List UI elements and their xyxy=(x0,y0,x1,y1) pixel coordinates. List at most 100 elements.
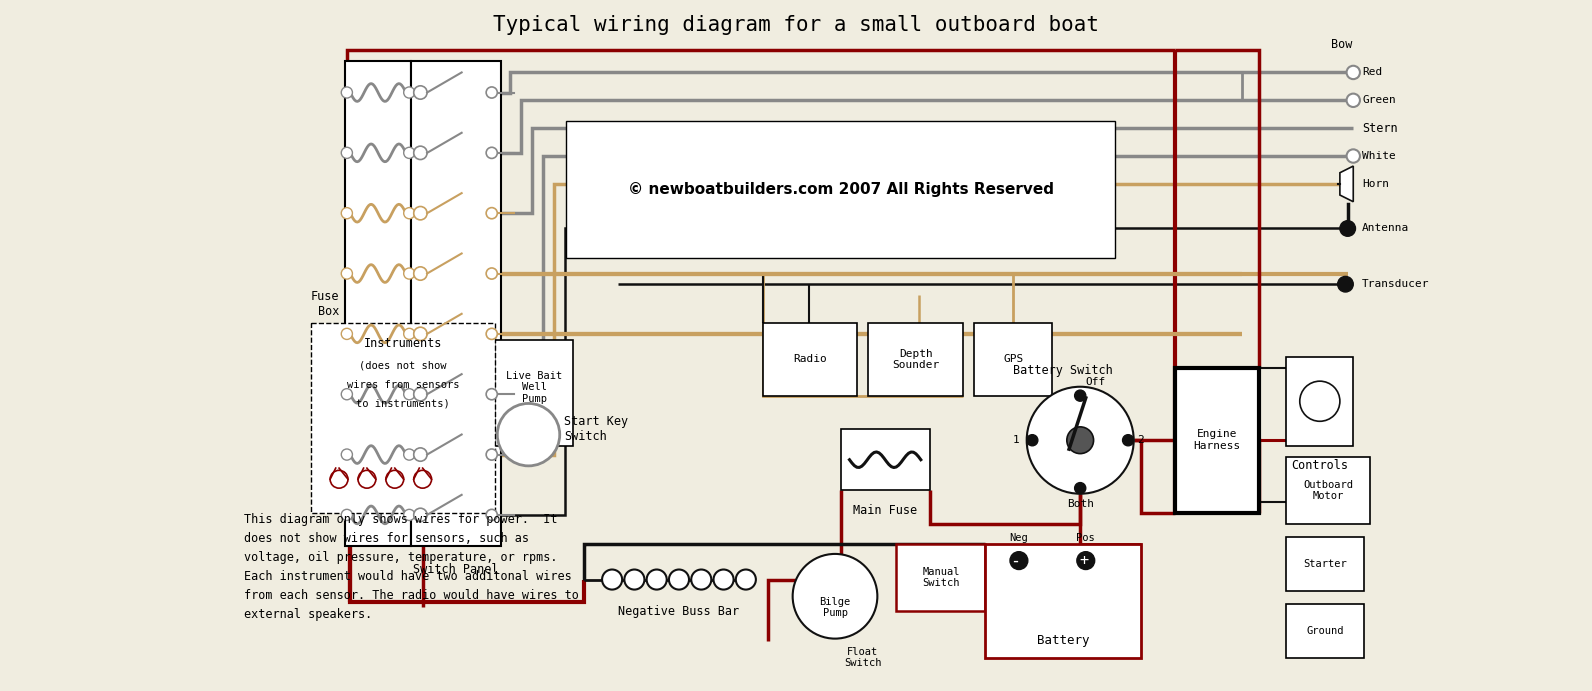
Circle shape xyxy=(1347,66,1360,79)
Circle shape xyxy=(341,328,352,339)
Circle shape xyxy=(1009,551,1028,569)
Text: Battery: Battery xyxy=(1038,634,1091,647)
Circle shape xyxy=(414,471,431,488)
Circle shape xyxy=(1027,435,1038,446)
Bar xyxy=(896,544,985,611)
Circle shape xyxy=(414,146,427,160)
Text: Radio: Radio xyxy=(793,354,826,364)
Circle shape xyxy=(486,87,497,98)
Bar xyxy=(310,323,495,513)
Circle shape xyxy=(414,328,427,341)
Circle shape xyxy=(486,388,497,400)
Circle shape xyxy=(341,449,352,460)
Polygon shape xyxy=(1340,166,1353,202)
Text: This diagram only shows wires for power.  It
does not show wires for sensors, su: This diagram only shows wires for power.… xyxy=(244,513,579,621)
Circle shape xyxy=(414,508,427,522)
Text: 2: 2 xyxy=(1137,435,1143,445)
Text: Float
Switch: Float Switch xyxy=(844,647,882,668)
Circle shape xyxy=(341,268,352,279)
Circle shape xyxy=(404,268,416,279)
Circle shape xyxy=(646,569,667,589)
Text: Battery Switch: Battery Switch xyxy=(1014,363,1113,377)
Circle shape xyxy=(1076,551,1095,569)
Text: Instruments: Instruments xyxy=(365,337,443,350)
Circle shape xyxy=(669,569,689,589)
Bar xyxy=(411,61,500,546)
Text: 1: 1 xyxy=(1013,435,1019,445)
Circle shape xyxy=(1122,435,1134,446)
Bar xyxy=(985,544,1141,658)
Text: Fuse
Box: Fuse Box xyxy=(310,290,339,318)
Circle shape xyxy=(1027,387,1134,494)
Text: © newboatbuilders.com 2007 All Rights Reserved: © newboatbuilders.com 2007 All Rights Re… xyxy=(627,182,1054,197)
Text: Bow: Bow xyxy=(1331,38,1352,51)
Circle shape xyxy=(404,449,416,460)
Circle shape xyxy=(358,471,376,488)
Circle shape xyxy=(341,388,352,400)
Circle shape xyxy=(404,388,416,400)
Circle shape xyxy=(793,554,877,638)
Circle shape xyxy=(330,471,349,488)
Text: Bilge
Pump: Bilge Pump xyxy=(820,596,850,618)
Circle shape xyxy=(404,328,416,339)
Bar xyxy=(869,323,963,396)
Text: Live Bait
Well
Pump: Live Bait Well Pump xyxy=(506,370,562,404)
Circle shape xyxy=(486,328,497,339)
Bar xyxy=(1175,368,1259,513)
Bar xyxy=(1286,457,1371,524)
Bar xyxy=(1286,604,1364,658)
Text: wires from sensors: wires from sensors xyxy=(347,379,460,390)
Text: Negative Buss Bar: Negative Buss Bar xyxy=(618,605,740,618)
Circle shape xyxy=(1067,427,1094,453)
Circle shape xyxy=(404,207,416,219)
Text: Both: Both xyxy=(1067,499,1094,509)
Text: Manual
Switch: Manual Switch xyxy=(922,567,960,588)
Circle shape xyxy=(1299,381,1340,422)
Text: -: - xyxy=(1011,551,1020,569)
Text: Depth
Sounder: Depth Sounder xyxy=(892,349,939,370)
Bar xyxy=(1286,357,1353,446)
Text: Main Fuse: Main Fuse xyxy=(853,504,917,517)
Circle shape xyxy=(486,147,497,158)
Text: Outboard
Motor: Outboard Motor xyxy=(1304,480,1353,501)
Text: Switch Panel: Switch Panel xyxy=(414,563,498,576)
Circle shape xyxy=(624,569,645,589)
Text: Start Key
Switch: Start Key Switch xyxy=(564,415,629,443)
Circle shape xyxy=(1347,149,1360,162)
Text: Antenna: Antenna xyxy=(1363,223,1409,234)
Circle shape xyxy=(385,471,404,488)
Text: Pos: Pos xyxy=(1076,533,1095,543)
Circle shape xyxy=(414,448,427,462)
Circle shape xyxy=(404,509,416,520)
Circle shape xyxy=(1347,93,1360,107)
Circle shape xyxy=(404,87,416,98)
Text: (does not show: (does not show xyxy=(360,361,447,370)
Text: Ground: Ground xyxy=(1307,626,1344,636)
Text: Horn: Horn xyxy=(1363,179,1390,189)
Circle shape xyxy=(414,388,427,401)
Text: Transducer: Transducer xyxy=(1363,279,1430,290)
Text: Starter: Starter xyxy=(1304,559,1347,569)
Text: GPS: GPS xyxy=(1003,354,1024,364)
Bar xyxy=(495,340,573,446)
Circle shape xyxy=(414,267,427,281)
Circle shape xyxy=(341,509,352,520)
Circle shape xyxy=(486,207,497,219)
Circle shape xyxy=(341,147,352,158)
Text: Stern: Stern xyxy=(1363,122,1398,135)
Text: Typical wiring diagram for a small outboard boat: Typical wiring diagram for a small outbo… xyxy=(494,15,1098,35)
Circle shape xyxy=(516,411,552,447)
Text: White: White xyxy=(1363,151,1396,161)
Text: to instruments): to instruments) xyxy=(357,399,451,408)
Bar xyxy=(974,323,1052,396)
Text: Controls: Controls xyxy=(1291,460,1348,472)
Circle shape xyxy=(713,569,734,589)
Bar xyxy=(763,323,858,396)
Circle shape xyxy=(1075,390,1086,401)
Circle shape xyxy=(602,569,622,589)
Text: Green: Green xyxy=(1363,95,1396,105)
Circle shape xyxy=(691,569,712,589)
Circle shape xyxy=(1075,482,1086,494)
Bar xyxy=(344,61,411,546)
Circle shape xyxy=(736,569,756,589)
